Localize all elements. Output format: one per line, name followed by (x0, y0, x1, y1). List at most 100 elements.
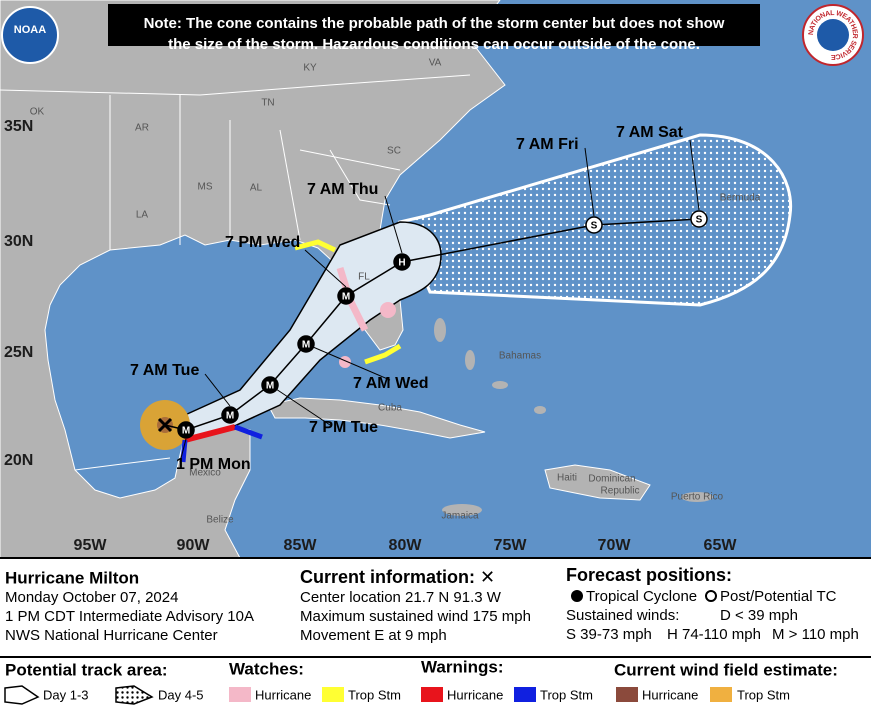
forecast-marker (690, 210, 708, 228)
forecast-marker-letter: S (696, 215, 703, 226)
current-center (157, 417, 173, 433)
map-labels: 35N 30N 25N 20N 95W 90W 85W 80W 75W 70W 65W OK AR TN K… (4, 58, 761, 555)
latitude-label: 20N (4, 452, 33, 469)
note-text: Note: The cone contains the probable pat… (144, 15, 725, 32)
legend-warnings-items: Trop Stm (540, 687, 593, 702)
place-label: FL (358, 272, 370, 283)
longitude-label: 65W (704, 537, 738, 554)
longitude-label: 90W (177, 537, 211, 554)
forecast-marker-letter: M (182, 426, 190, 437)
forecast-time-label: 7 PM Tue (309, 419, 378, 436)
forecast-positions-post-tc: Post/Potential TC (720, 588, 837, 605)
legend-watches-title: Watches: (229, 659, 304, 678)
place-label: Jamaica (441, 511, 479, 522)
current-information-title: Current information: ✕ (300, 567, 495, 587)
forecast-time-label: 7 AM Wed (353, 375, 429, 392)
place-label: AR (135, 123, 149, 134)
forecast-marker (261, 376, 279, 394)
forecast-time-label: 7 AM Thu (307, 181, 378, 198)
place-label: Mexico (189, 468, 221, 479)
place-label: LA (136, 210, 149, 221)
forecast-marker-letter: M (342, 292, 350, 303)
trop-stm-watch (294, 239, 337, 253)
current-information-lines: Maximum sustained wind 175 mph (300, 608, 531, 625)
legend-track-area-items: Day 1-3 (43, 687, 89, 702)
forecast-time-label: 7 AM Tue (130, 362, 199, 379)
land-hispaniola (544, 464, 651, 501)
place-label: SC (387, 146, 401, 157)
place-label: AL (250, 183, 263, 194)
storm-date: Monday October 07, 2024 (5, 589, 178, 606)
storm-advisory: 1 PM CDT Intermediate Advisory 10A (5, 608, 254, 625)
legend-wind-field-items: Hurricane (642, 687, 698, 702)
legend-watches-items: Hurricane (255, 687, 311, 702)
forecast-marker-letter: H (398, 258, 405, 269)
legend-watches-items: Trop Stm (348, 687, 401, 702)
hurricane-warning-swatch (421, 687, 443, 702)
longitude-label: 95W (74, 537, 108, 554)
legend-warnings-items: Hurricane (447, 687, 503, 702)
forecast-marker (221, 406, 239, 424)
place-label: OK (30, 107, 45, 118)
forecast-marker-letter: M (226, 411, 234, 422)
state-borders (0, 74, 471, 471)
storm-name: Hurricane Milton (5, 568, 139, 587)
forecast-time-label: 1 PM Mon (176, 456, 251, 473)
hurricane-warning (184, 424, 236, 443)
current-information-lines: Center location 21.7 N 91.3 W (300, 589, 502, 606)
info-panel: Hurricane Milton Monday October 07, 2024 1… (5, 565, 859, 703)
place-label: Bermuda (720, 193, 761, 204)
place-label: MS (198, 182, 213, 193)
storm-agency: NWS National Hurricane Center (5, 627, 218, 644)
place-label: KY (303, 63, 317, 74)
legend-track-area-items: Day 4-5 (158, 687, 204, 702)
forecast-marker-letter: M (266, 381, 274, 392)
place-label: Bahamas (499, 351, 541, 362)
forecast-positions-h: H 74-110 mph (667, 626, 761, 643)
legend-warnings-title: Warnings: (421, 657, 503, 676)
latitude-label: 35N (4, 118, 33, 135)
forecast-time-label: 7 PM Wed (225, 234, 300, 251)
longitude-label: 85W (284, 537, 318, 554)
forecast-marker (393, 253, 411, 271)
forecast-marker-letter: S (591, 221, 598, 232)
hurricane-wind-swatch (616, 687, 638, 702)
place-label: Puerto Rico (671, 492, 724, 503)
legend-track-area-title: Potential track area: (5, 660, 168, 679)
forecast-positions-m: M > 110 mph (772, 626, 859, 643)
forecast-positions-d: D < 39 mph (720, 607, 798, 624)
land-jamaica (442, 504, 482, 516)
place-label: TN (261, 98, 274, 109)
forecast-marker (297, 335, 315, 353)
forecast-marker (585, 216, 603, 234)
forecast-markers: M M M M M H S S (177, 210, 708, 439)
forecast-marker (337, 287, 355, 305)
forecast-marker-letter: M (302, 340, 310, 351)
current-information-lines: Movement E at 9 mph (300, 627, 447, 644)
day-4-5-icon (115, 685, 154, 705)
longitude-label: 75W (494, 537, 528, 554)
place-label: Republic (601, 486, 640, 497)
trop-stm-watch (364, 343, 402, 365)
trop-stm-watch-swatch (322, 687, 344, 702)
land-cuba (267, 397, 486, 439)
forecast-positions-s: S 39-73 mph (566, 626, 652, 643)
hurricane-watch (380, 302, 396, 318)
latitude-label: 25N (4, 344, 33, 361)
place-label: Belize (206, 515, 234, 526)
tropical-cyclone-icon (571, 590, 583, 602)
longitude-label: 70W (598, 537, 632, 554)
trop-stm-warning-swatch (514, 687, 536, 702)
trop-stm-wind-swatch (710, 687, 732, 702)
forecast-positions-title: Forecast positions: (566, 565, 732, 585)
day-1-3-icon (4, 685, 40, 705)
longitude-label: 80W (389, 537, 423, 554)
place-label: Cuba (378, 403, 402, 414)
land-puerto-rico (681, 492, 713, 502)
place-label: VA (429, 58, 442, 69)
place-label: Haiti (557, 473, 577, 484)
legend-wind-field-title: Current wind field estimate: (614, 660, 838, 679)
note-box (108, 4, 760, 46)
forecast-positions-tropical-cyclone: Tropical Cyclone (586, 588, 697, 605)
